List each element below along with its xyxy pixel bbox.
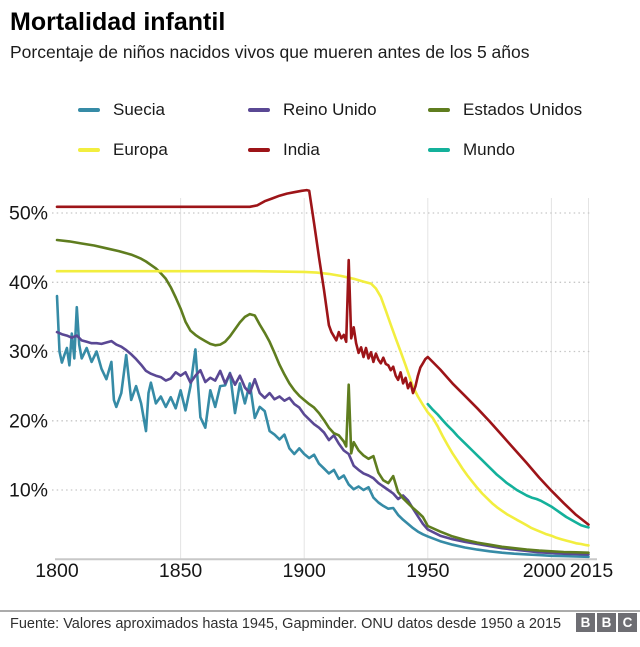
series-line-mundo — [426, 402, 590, 529]
legend-label-reino-unido: Reino Unido — [283, 100, 377, 119]
legend-label-europa: Europa — [113, 140, 168, 159]
x-tick-label-2015: 2015 — [570, 560, 614, 582]
page-subtitle: Porcentaje de niños nacidos vivos que mu… — [10, 42, 530, 62]
series-line-suecia — [55, 294, 590, 559]
x-tick-label-1850: 1850 — [159, 560, 203, 582]
bbc-logo-block-3: C — [618, 613, 637, 632]
chart-svg: 10% 20% 30% 40% 50% 1800 1850 1900 1950 2000 2015 — [9, 188, 614, 582]
legend-swatch-reino-unido — [248, 108, 270, 112]
y-tick-label-40: 40% — [9, 272, 48, 294]
legend-item-india: India — [248, 140, 320, 160]
legend-swatch-estados-unidos — [428, 108, 450, 112]
legend-item-europa: Europa — [78, 140, 168, 160]
footer-divider — [0, 610, 640, 612]
legend-label-mundo: Mundo — [463, 140, 515, 159]
y-tick-label-30: 30% — [9, 341, 48, 363]
legend-label-suecia: Suecia — [113, 100, 165, 119]
series-line-europa — [55, 269, 590, 547]
legend-swatch-suecia — [78, 108, 100, 112]
x-tick-label-1950: 1950 — [406, 560, 450, 582]
y-tick-label-50: 50% — [9, 203, 48, 225]
x-tick-label-2000: 2000 — [523, 560, 567, 582]
legend-swatch-europa — [78, 148, 100, 152]
series-line-estados-unidos — [55, 238, 590, 555]
bbc-logo-block-1: B — [576, 613, 595, 632]
legend-item-reino-unido: Reino Unido — [248, 100, 377, 120]
bbc-logo-block-2: B — [597, 613, 616, 632]
chart-legend: Suecia Reino Unido Estados Unidos Europa Ind… — [0, 0, 640, 170]
x-tick-label-1900: 1900 — [283, 560, 327, 582]
y-tick-label-20: 20% — [9, 410, 48, 432]
legend-swatch-mundo — [428, 148, 450, 152]
source-note: Fuente: Valores aproximados hasta 1945, … — [10, 616, 562, 632]
legend-label-india: India — [283, 140, 320, 159]
legend-label-estados-unidos: Estados Unidos — [463, 100, 583, 119]
series-line-reino-unido — [55, 330, 590, 556]
legend-item-estados-unidos: Estados Unidos — [428, 100, 582, 120]
legend-swatch-india — [248, 148, 270, 152]
page-title: Mortalidad infantil — [10, 8, 226, 36]
x-tick-label-1800: 1800 — [35, 560, 79, 582]
legend-item-suecia: Suecia — [78, 100, 165, 120]
legend-item-mundo: Mundo — [428, 140, 515, 160]
series-line-india — [55, 188, 590, 526]
y-tick-label-10: 10% — [9, 480, 48, 502]
